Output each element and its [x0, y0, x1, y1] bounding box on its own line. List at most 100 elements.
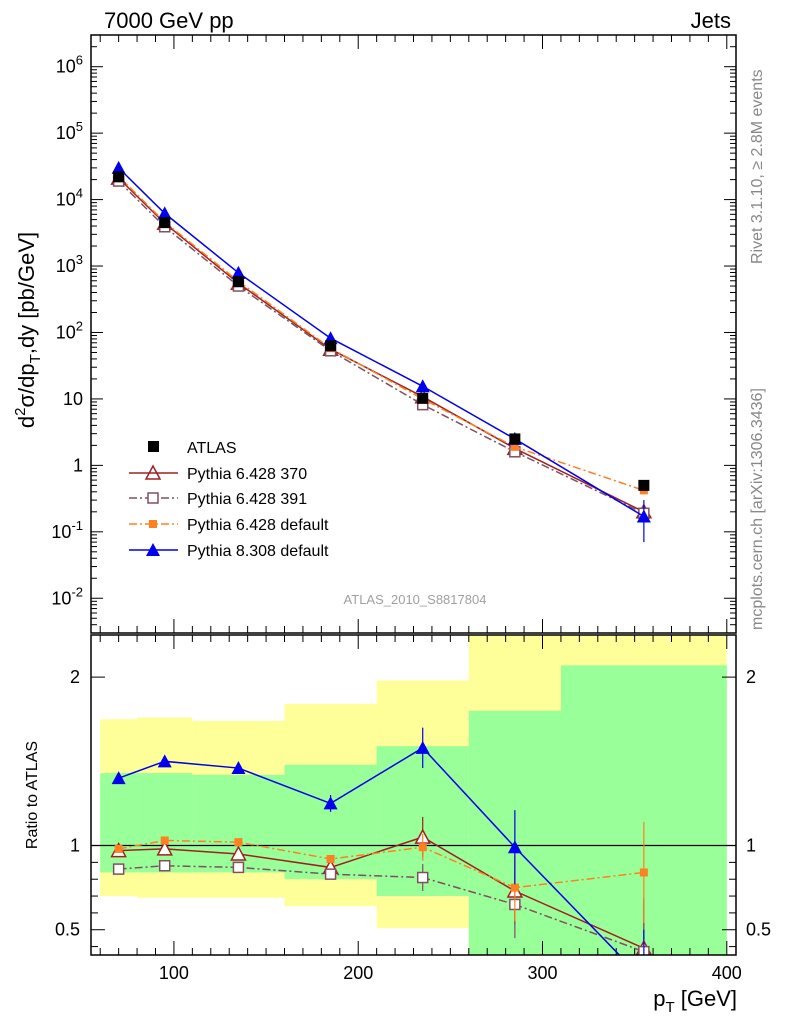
xlabel-p: p — [653, 986, 665, 1011]
y-tick-base: 10 — [56, 190, 76, 210]
main-point-4-1 — [157, 206, 172, 220]
legend-label-atlas: ATLAS — [187, 440, 237, 457]
x-tick-label: 100 — [159, 963, 189, 983]
legend-label-p391: Pythia 6.428 391 — [187, 491, 307, 508]
y-tick-base: 10 — [51, 588, 71, 608]
main-point-0-0 — [113, 171, 125, 183]
y-tick-base: 10 — [56, 57, 76, 77]
ylabel-d: d — [14, 416, 39, 428]
ratio-bands — [100, 635, 727, 955]
y-tick-exp: 6 — [76, 53, 83, 68]
main-point-3-5 — [510, 442, 519, 451]
ratio-point-2-6 — [639, 868, 648, 877]
y-tick-exp: 4 — [76, 186, 83, 201]
main-point-4-0 — [111, 160, 126, 174]
analysis-id: ATLAS_2010_S8817804 — [344, 592, 487, 607]
ylabel-sigma: σ/dp — [14, 363, 39, 407]
main-point-0-1 — [159, 217, 171, 229]
legend: ATLAS Pythia 6.428 370 Pythia 6.428 391 … — [129, 440, 329, 560]
ratio-series — [110, 727, 653, 986]
ratio-y-tick-label-left: 2 — [70, 667, 80, 687]
main-point-0-4 — [417, 392, 429, 404]
legend-marker-p370 — [144, 464, 162, 480]
main-y-tick-label: 10-1 — [51, 518, 83, 542]
ratio-y-tick-label-right: 2 — [746, 667, 756, 687]
ratio-point-2-5 — [510, 883, 519, 892]
main-y-tick-label: 105 — [56, 119, 83, 143]
y-tick-exp: 3 — [76, 252, 83, 267]
main-y-tick-label: 10-2 — [51, 584, 83, 608]
main-point-0-5 — [509, 433, 521, 445]
ylabel-sub: T — [27, 354, 44, 363]
y-tick-exp: -1 — [71, 518, 83, 533]
y-tick-exp: 5 — [76, 119, 83, 134]
main-y-tick-label: 103 — [56, 252, 83, 276]
ratio-point-3-4 — [415, 740, 430, 754]
ratio-point-2-3 — [326, 855, 335, 863]
x-tick-label: 300 — [527, 963, 557, 983]
y-tick-base: 10 — [56, 123, 76, 143]
ratio-point-0-2 — [230, 845, 247, 861]
legend-label-p8def: Pythia 8.308 default — [187, 543, 329, 560]
legend-marker-p391 — [147, 492, 159, 504]
main-y-axis-label: d2σ/dpT,dy [pb/GeV] — [12, 232, 44, 428]
ratio-point-2-0 — [114, 844, 123, 853]
ratio-point-3-3 — [323, 796, 338, 810]
y-tick-base: 10 — [51, 522, 71, 542]
ratio-point-1-3 — [324, 868, 337, 880]
legend-marker-p8def — [146, 543, 160, 556]
mcplots-label: mcplots.cern.ch [arXiv:1306.3436] — [749, 388, 766, 630]
main-point-0-3 — [325, 340, 337, 352]
ylabel-rest: ,dy [pb/GeV] — [14, 232, 39, 354]
x-tick-label: 400 — [712, 963, 742, 983]
main-y-tick-label: 102 — [56, 318, 83, 342]
ratio-y-axis-label: Ratio to ATLAS — [24, 741, 41, 849]
legend-label-p6def: Pythia 6.428 default — [187, 517, 329, 534]
y-tick-exp: 2 — [76, 318, 83, 333]
ratio-point-3-0 — [111, 771, 126, 785]
x-axis-label: pT [GeV] — [653, 986, 737, 1016]
y-tick-base: 10 — [56, 256, 76, 276]
header-energy-label: 7000 GeV pp — [104, 8, 234, 33]
main-y-tick-label: 104 — [56, 186, 83, 210]
main-y-tick-label: 10 — [63, 389, 83, 409]
ratio-y-tick-label-right: 0.5 — [746, 920, 771, 940]
main-point-4-4 — [415, 379, 430, 393]
ratio-point-1-4 — [416, 871, 429, 884]
ratio-point-3-6 — [637, 973, 651, 986]
ratio-point-0-1 — [156, 840, 173, 856]
ratio-point-3-5 — [507, 840, 522, 854]
ratio-y-tick-label-right: 1 — [746, 836, 756, 856]
main-point-0-2 — [232, 276, 244, 288]
x-tick-label: 200 — [343, 963, 373, 983]
ratio-point-1-2 — [232, 861, 245, 874]
main-frame — [90, 34, 737, 634]
ratio-point-1-1 — [158, 859, 171, 872]
ratio-frame — [90, 634, 737, 956]
xlabel-sub: T — [665, 999, 674, 1016]
band-green-0 — [100, 773, 138, 873]
main-point-0-6 — [638, 479, 650, 491]
legend-label-p370: Pythia 6.428 370 — [187, 466, 307, 483]
main-line-1 — [118, 177, 645, 513]
rivet-label: Rivet 3.1.10, ≥ 2.8M events — [749, 69, 766, 264]
main-point-4-2 — [231, 265, 246, 279]
header-process-label: Jets — [691, 8, 731, 33]
main-series — [110, 160, 653, 543]
xlabel-unit: [GeV] — [675, 986, 737, 1011]
ratio-point-3-1 — [157, 754, 172, 768]
legend-marker-p6def — [149, 520, 157, 528]
ratio-axes: 100 200 300 400 0.5 0.5 1 1 2 2 — [55, 635, 771, 983]
ylabel-sup: 2 — [12, 408, 29, 416]
ratio-point-3-2 — [231, 761, 246, 775]
main-y-tick-label: 1 — [73, 455, 83, 475]
y-tick-exp: -2 — [71, 584, 83, 599]
legend-marker-atlas — [148, 441, 159, 452]
ratio-point-1-0 — [112, 863, 125, 875]
main-y-tick-label: 106 — [56, 53, 83, 77]
ratio-y-tick-label-left: 0.5 — [55, 920, 80, 940]
ratio-point-2-4 — [418, 843, 427, 852]
ratio-y-tick-label-left: 1 — [70, 836, 80, 856]
